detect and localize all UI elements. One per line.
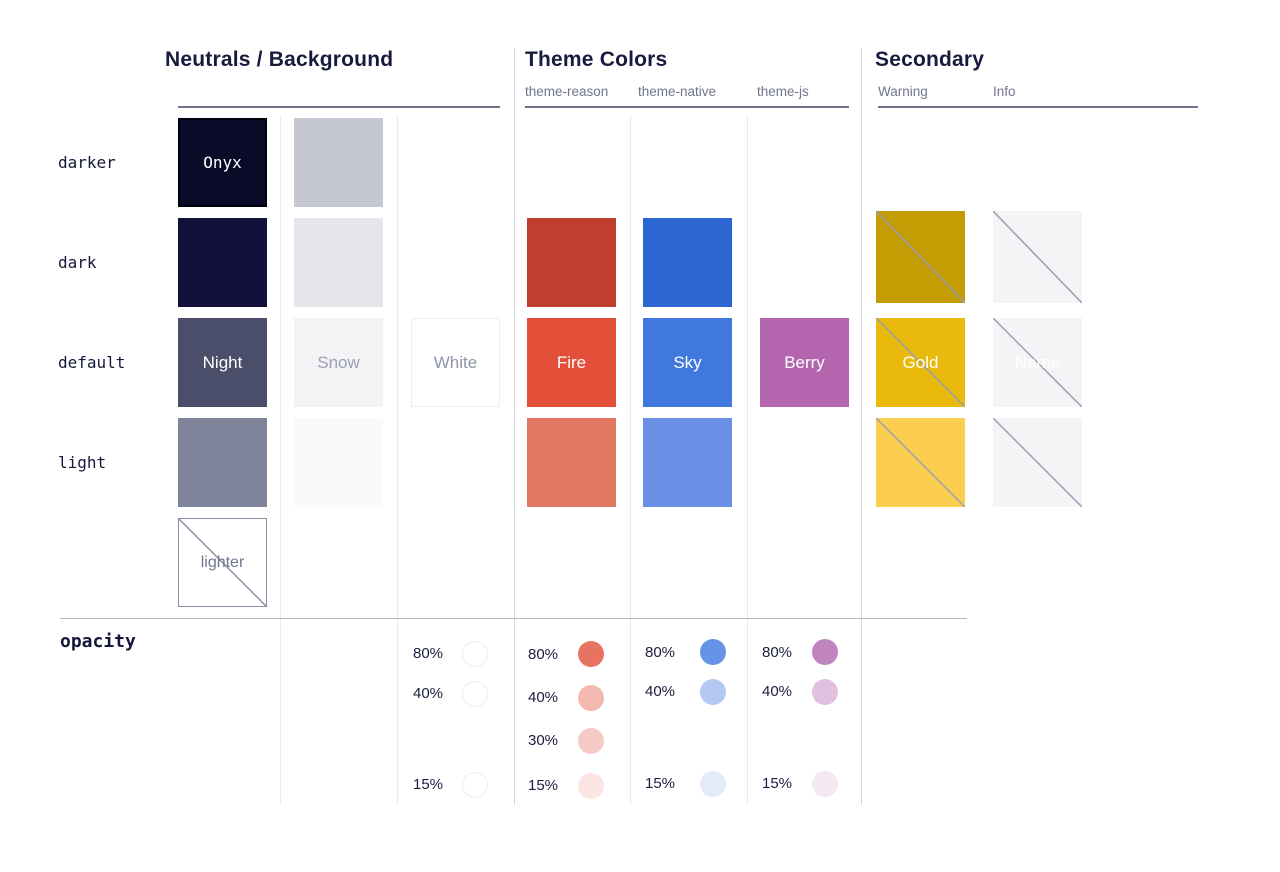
opacity-pct-white-80: 80% xyxy=(413,645,444,662)
opacity-dot-berry-80 xyxy=(812,639,838,665)
diagonal-line-icon xyxy=(179,519,266,606)
swatch-berry: Berry xyxy=(760,318,849,407)
opacity-dot-fire-30 xyxy=(578,728,604,754)
swatch-slate-light xyxy=(178,418,267,507)
opacity-pct-sky-15: 15% xyxy=(645,775,676,792)
sublabel-theme-js: theme-js xyxy=(757,84,809,99)
section-title-theme-colors: Theme Colors xyxy=(525,48,668,71)
swatch-gold: Gold xyxy=(876,318,965,407)
swatch-fire: Fire xyxy=(527,318,616,407)
swatch-gray-darker xyxy=(294,118,383,207)
swatch-onyx: Onyx xyxy=(178,118,267,207)
opacity-dot-berry-15 xyxy=(812,771,838,797)
opacity-pct-fire-80: 80% xyxy=(528,646,559,663)
sublabel-info: Info xyxy=(993,84,1016,99)
opacity-dot-fire-80 xyxy=(578,641,604,667)
sublabel-theme-native: theme-native xyxy=(638,84,717,99)
diagonal-line-icon xyxy=(993,318,1082,407)
swatch-info-dark xyxy=(993,211,1082,303)
row-label-dark: dark xyxy=(58,253,97,272)
swatch-label-snow: Snow xyxy=(317,352,360,372)
swatch-sky-light xyxy=(643,418,732,507)
grid-line xyxy=(747,115,748,805)
section-title-secondary: Secondary xyxy=(875,48,985,71)
swatch-label-gold: Gold xyxy=(902,352,939,372)
swatch-white: White xyxy=(411,318,500,407)
diagonal-line-icon xyxy=(876,318,965,407)
swatch-snow: Snow xyxy=(294,318,383,407)
section-divider xyxy=(514,48,515,805)
opacity-dot-berry-40 xyxy=(812,679,838,705)
opacity-dot-white-15 xyxy=(462,772,488,798)
diagonal-line-icon xyxy=(993,418,1082,507)
swatch-label-white: White xyxy=(433,352,478,372)
grid-line xyxy=(280,115,281,805)
opacity-pct-white-40: 40% xyxy=(413,685,444,702)
opacity-pct-berry-40: 40% xyxy=(762,683,793,700)
opacity-pct-fire-40: 40% xyxy=(528,689,559,706)
opacity-dot-fire-15 xyxy=(578,773,604,799)
opacity-dot-sky-80 xyxy=(700,639,726,665)
opacity-dot-sky-40 xyxy=(700,679,726,705)
grid-line xyxy=(397,115,398,805)
opacity-dot-white-40 xyxy=(462,681,488,707)
opacity-row-label: opacity xyxy=(60,631,136,652)
swatch-sky: Sky xyxy=(643,318,732,407)
swatch-label-sky: Sky xyxy=(673,352,702,372)
swatch-fire-dark xyxy=(527,218,616,307)
opacity-pct-fire-15: 15% xyxy=(528,777,559,794)
swatch-info: Name xyxy=(993,318,1082,407)
swatch-label-night: Night xyxy=(202,352,243,372)
opacity-pct-berry-80: 80% xyxy=(762,644,793,661)
sublabel-warning: Warning xyxy=(878,84,928,99)
diagonal-line-icon xyxy=(876,211,965,303)
swatch-gray-dark xyxy=(294,218,383,307)
swatch-gray-light xyxy=(294,418,383,507)
row-label-default: default xyxy=(58,353,126,372)
opacity-dot-white-80 xyxy=(462,641,488,667)
row-label-darker: darker xyxy=(58,153,116,172)
opacity-pct-sky-80: 80% xyxy=(645,644,676,661)
swatch-label-berry: Berry xyxy=(784,352,825,372)
swatch-label-fire: Fire xyxy=(556,352,587,372)
swatch-label-onyx: Onyx xyxy=(203,153,242,172)
row-label-light: light xyxy=(58,453,107,472)
diagonal-line-icon xyxy=(876,418,965,507)
swatch-lighter: lighter xyxy=(178,518,267,607)
swatch-info-light xyxy=(993,418,1082,507)
section-title-neutrals: Neutrals / Background xyxy=(165,48,394,71)
swatch-label-info: Name xyxy=(1014,352,1061,372)
diagonal-line-icon xyxy=(993,211,1082,303)
opacity-pct-white-15: 15% xyxy=(413,776,444,793)
header-underline-theme xyxy=(525,106,849,108)
swatch-navy-dark xyxy=(178,218,267,307)
swatch-label-lighter: lighter xyxy=(200,553,245,571)
section-divider xyxy=(861,48,862,805)
header-underline-secondary xyxy=(878,106,1198,108)
opacity-pct-sky-40: 40% xyxy=(645,683,676,700)
opacity-pct-fire-30: 30% xyxy=(528,732,559,749)
swatch-fire-light xyxy=(527,418,616,507)
swatch-sky-dark xyxy=(643,218,732,307)
swatch-night: Night xyxy=(178,318,267,407)
grid-line xyxy=(630,115,631,805)
header-underline-neutrals xyxy=(178,106,500,108)
opacity-dot-sky-15 xyxy=(700,771,726,797)
sublabel-theme-reason: theme-reason xyxy=(525,84,609,99)
opacity-divider xyxy=(60,618,967,619)
opacity-pct-berry-15: 15% xyxy=(762,775,793,792)
swatch-warning-dark xyxy=(876,211,965,303)
opacity-dot-fire-40 xyxy=(578,685,604,711)
swatch-warning-light xyxy=(876,418,965,507)
